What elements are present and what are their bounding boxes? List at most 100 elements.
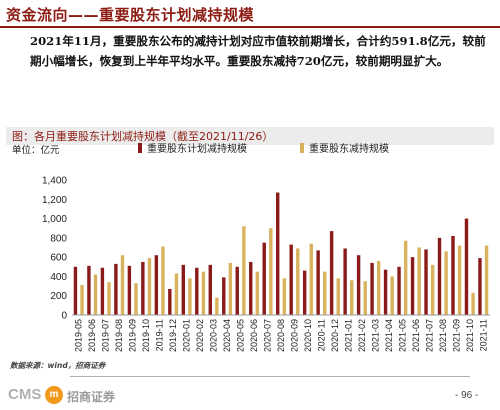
bar-actual-reduction (457, 245, 462, 315)
bar-planned-reduction (114, 263, 118, 315)
bar-actual-reduction (444, 251, 448, 315)
x-tick-label: 2019-09 (128, 319, 138, 352)
bar-planned-reduction (208, 264, 212, 315)
x-tick-label: 2019-11 (155, 319, 165, 351)
y-tick-label: 800 (50, 233, 67, 244)
bar-planned-reduction (316, 250, 320, 315)
y-tick-label: 600 (50, 253, 67, 264)
figure-title-bar (6, 127, 494, 145)
bar-actual-reduction (336, 278, 340, 315)
x-tick-label: 2021-03 (370, 319, 380, 352)
figure-title: 图：各月重要股东计划减持规模（截至2021/11/26） (12, 130, 274, 143)
bar-planned-reduction (302, 270, 307, 315)
bar-planned-reduction (235, 266, 239, 315)
x-tick-label: 2020-04 (222, 319, 232, 352)
bar-actual-reduction (134, 283, 138, 315)
bar-actual-reduction (430, 264, 435, 315)
bar-actual-reduction (390, 276, 394, 315)
bar-planned-reduction (181, 264, 186, 315)
bar-planned-reduction (222, 277, 226, 315)
bar-planned-reduction (87, 265, 91, 315)
x-tick-label: 2021-06 (411, 319, 421, 352)
bar-planned-reduction (289, 244, 293, 315)
bar-actual-reduction (403, 240, 408, 315)
bar-planned-reduction (276, 192, 280, 315)
bar-planned-reduction (437, 237, 442, 315)
bar-actual-reduction (376, 261, 381, 315)
bar-series-group (73, 192, 489, 315)
x-tick-label: 2020-05 (236, 319, 246, 352)
x-tick-label: 2021-04 (384, 319, 394, 352)
bar-actual-reduction (120, 255, 125, 315)
bar-planned-reduction (397, 266, 401, 315)
bar-actual-reduction (282, 278, 286, 315)
page-title: 资金流向——重要股东计划减持规模 (6, 6, 255, 24)
x-tick-label: 2019-07 (101, 319, 111, 352)
bar-actual-reduction (228, 262, 233, 315)
bar-actual-reduction (201, 271, 206, 315)
bar-actual-reduction (242, 226, 246, 315)
bar-actual-reduction (309, 243, 313, 315)
legend-label: 重要股东减持规模 (309, 142, 389, 155)
x-tick-label: 2021-10 (465, 319, 475, 352)
bar-planned-reduction (478, 258, 482, 315)
bar-planned-reduction (168, 288, 172, 315)
bar-actual-reduction (471, 292, 475, 315)
bar-planned-reduction (154, 255, 159, 315)
bar-actual-reduction (80, 285, 84, 315)
summary-paragraph: 2021年11月，重要股东公布的减持计划对应市值较前期增长，合计约591.8亿元… (30, 34, 486, 68)
bar-planned-reduction (451, 235, 455, 315)
legend-swatch (138, 143, 142, 153)
bar-actual-reduction (93, 274, 98, 315)
bar-planned-reduction (343, 248, 347, 315)
bar-actual-reduction (296, 248, 300, 315)
bar-planned-reduction (356, 255, 361, 315)
bar-planned-reduction (262, 242, 266, 315)
bar-planned-reduction (329, 231, 334, 315)
bar-actual-reduction (363, 281, 367, 315)
y-tick-label: 200 (50, 291, 67, 302)
x-tick-label: 2020-10 (303, 319, 313, 352)
bar-planned-reduction (249, 261, 253, 315)
x-tick-label: 2019-06 (87, 319, 97, 352)
x-tick-label: 2021-11 (478, 319, 488, 351)
bar-actual-reduction (107, 282, 111, 315)
x-tick-label: 2020-02 (195, 319, 205, 352)
x-tick-label: 2021-09 (451, 319, 461, 352)
bar-actual-reduction (188, 278, 192, 315)
bar-planned-reduction (73, 266, 78, 315)
x-tick-label: 2020-06 (249, 319, 259, 352)
y-tick-label: 1,000 (42, 214, 67, 225)
bar-actual-reduction (350, 280, 354, 315)
logo-mark-icon: m (45, 386, 63, 404)
x-tick-label: 2020-08 (276, 319, 286, 352)
company-logo: CMS (8, 386, 42, 403)
x-tick-label: 2021-02 (357, 319, 367, 352)
x-tick-label: 2019-12 (168, 319, 178, 352)
bar-planned-reduction (370, 262, 374, 315)
bar-actual-reduction (147, 258, 152, 315)
legend-label: 重要股东计划减持规模 (147, 142, 247, 155)
bar-planned-reduction (383, 269, 388, 315)
data-source: 数据来源：wind，招商证券 (10, 361, 106, 370)
x-tick-label: 2019-10 (141, 319, 151, 352)
bar-planned-reduction (195, 267, 199, 315)
x-tick-label: 2021-01 (343, 319, 353, 352)
x-tick-label: 2020-01 (182, 319, 192, 352)
title-divider (0, 26, 500, 28)
bar-actual-reduction (174, 273, 179, 315)
x-tick-label: 2020-12 (330, 319, 340, 352)
legend-swatch (300, 143, 304, 153)
bar-planned-reduction (410, 257, 415, 315)
bar-planned-reduction (127, 265, 132, 315)
chart-legend: 重要股东计划减持规模 重要股东减持规模 (138, 142, 389, 155)
bar-planned-reduction (100, 267, 105, 315)
bar-actual-reduction (417, 247, 421, 315)
y-axis: 0 200 400 600 800 1,000 1,200 1,400 (42, 176, 67, 322)
bar-actual-reduction (161, 246, 165, 315)
x-tick-label: 2020-07 (263, 319, 273, 352)
company-name: 招商证券 (67, 390, 116, 404)
x-tick-label: 2021-07 (424, 319, 434, 352)
bar-actual-reduction (269, 228, 273, 315)
bar-actual-reduction (323, 271, 327, 315)
